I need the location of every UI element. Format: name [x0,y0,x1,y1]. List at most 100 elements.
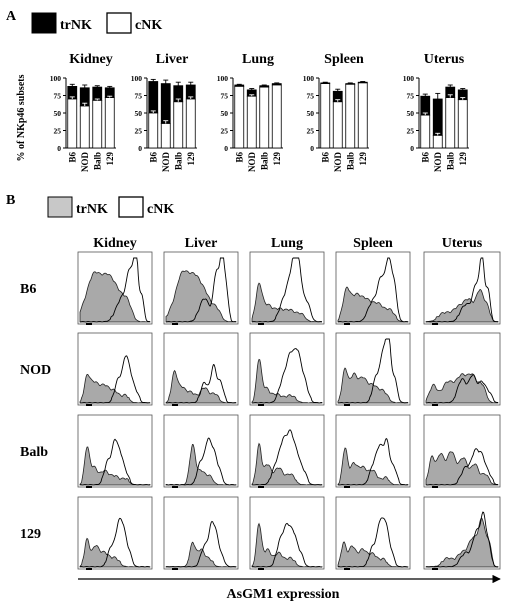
bar-cnk [148,112,159,149]
y-tick-label: 0 [57,144,61,153]
histogram-nod-kidney [77,332,153,406]
x-tick-label: 129 [105,152,115,166]
bar-cnk [271,84,282,149]
bar-panel-uterus: Uterus 0 25 50 75 100 B6 NOD Balb 129 [403,52,469,172]
cnk-histogram-line [165,437,237,486]
x-tick-label: NOD [80,152,90,173]
x-tick-label: B6 [148,152,158,163]
x-tick-label: NOD [247,152,257,173]
y-tick-label: 0 [310,144,314,153]
x-tick-label: B6 [234,152,244,163]
histogram-column-title-uterus: Uterus [442,236,483,251]
cnk-histogram-line [252,522,322,568]
y-tick-label: 75 [135,92,143,101]
bar-cnk [445,97,456,149]
histogram-balb-kidney [77,414,153,488]
y-tick-label: 25 [407,127,415,136]
bar-cnk [259,86,270,149]
y-tick-label: 50 [407,109,415,118]
y-tick-label: 50 [307,109,315,118]
x-tick-label: NOD [333,152,343,173]
bar-panel-lung: Lung 0 25 50 75 100 B6 NOD Balb 129 [217,52,283,172]
cnk-histogram-line [165,257,237,323]
trnk-histogram-area [79,271,151,323]
y-tick-label: 50 [54,109,62,118]
y-tick-label: 25 [307,127,315,136]
y-tick-label: 25 [135,127,143,136]
x-tick-label: B6 [67,152,77,163]
histogram-frame [163,414,239,488]
bar-trnk [148,81,159,114]
cnk-histogram-line [165,520,237,568]
y-tick-label: 100 [50,74,62,83]
y-tick-label: 0 [224,144,228,153]
y-tick-label: 100 [403,74,415,83]
x-tick-label: 129 [186,152,196,166]
cnk-histogram-line [425,257,499,323]
y-tick-label: 25 [221,127,229,136]
bar-cnk [320,83,331,149]
y-tick-label: 100 [131,74,143,83]
histogram-nod-spleen [335,332,411,406]
trnk-histogram-area [337,541,409,568]
histogram-row-label-b6: B6 [20,282,36,297]
histogram-129-spleen [335,496,411,570]
cnk-histogram-line [79,257,150,323]
trnk-histogram-area [251,282,323,323]
bar-panel-title: Uterus [424,52,465,67]
x-tick-label: B6 [420,152,430,163]
legend-trnk-swatch [31,12,57,34]
y-tick-label: 75 [307,92,315,101]
histogram-column-title-liver: Liver [185,236,218,251]
trnk-histogram-area [425,451,499,486]
cnk-histogram-line [338,517,409,568]
panel-a-ylabel: % of NKp46 subsets [16,74,27,161]
panel-a-letter: A [6,9,17,24]
cnk-histogram-line [79,438,151,486]
bar-panel-title: Kidney [69,52,113,67]
histogram-b6-lung [249,251,325,325]
histogram-column-title-lung: Lung [271,236,303,251]
bar-cnk [234,86,245,149]
bar-cnk [357,82,368,149]
bar-panel-spleen: Spleen 0 25 50 75 100 B6 NOD Balb 129 [303,52,369,172]
x-tick-label: NOD [161,152,171,173]
trnk-histogram-area [165,270,237,323]
trnk-histogram-area [251,358,323,404]
y-tick-label: 100 [303,74,315,83]
histogram-b6-spleen [335,251,411,325]
bar-cnk [92,100,103,149]
histogram-b6-liver [163,251,239,325]
legend-cnk-swatch [106,12,132,34]
y-tick-label: 0 [410,144,414,153]
histogram-row-label-nod: NOD [20,363,51,378]
bar-cnk [67,98,78,149]
legend-trnk-label-b: trNK [76,202,108,217]
cnk-histogram-line [251,429,323,486]
panel-b-letter: B [6,193,15,208]
histogram-balb-spleen [335,414,411,488]
histogram-balb-liver [163,414,239,488]
bar-cnk [432,134,443,149]
bar-panel-liver: Liver 0 25 50 75 100 B6 NOD Balb 129 [131,52,197,172]
histogram-b6-kidney [77,251,153,325]
x-tick-label: B6 [320,152,330,163]
x-tick-label: Balb [345,152,355,170]
y-tick-label: 50 [221,109,229,118]
cnk-histogram-line [425,511,499,568]
x-tick-label: Balb [173,152,183,170]
trnk-histogram-area [337,447,409,486]
bar-cnk [185,98,196,149]
trnk-histogram-area [425,517,499,568]
legend-trnk-label: trNK [60,18,92,33]
cnk-histogram-line [79,517,151,568]
asgm1-axis-label: AsGM1 expression [227,587,340,602]
bar-cnk [246,95,257,149]
trnk-histogram-area [425,373,499,404]
x-tick-label: NOD [433,152,443,173]
y-tick-label: 75 [54,92,62,101]
bar-cnk [79,105,90,149]
bar-cnk [173,101,184,149]
histogram-nod-uterus [423,332,501,406]
